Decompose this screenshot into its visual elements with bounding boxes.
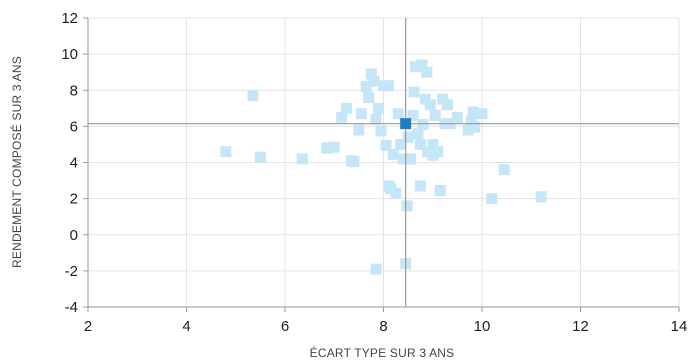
data-point-26: [390, 187, 402, 199]
data-point-62: [498, 164, 510, 176]
y-tick-label-7: 10: [61, 46, 78, 63]
data-point-13: [363, 91, 375, 103]
data-point-11: [355, 108, 367, 120]
data-point-60: [476, 108, 488, 120]
x-axis-label: ÉCART TYPE SUR 3 ANS: [310, 345, 455, 360]
y-tick-label-5: 6: [70, 118, 78, 135]
data-point-27: [392, 108, 404, 120]
data-point-43: [421, 66, 433, 78]
y-tick-label-4: 4: [70, 155, 78, 172]
data-point-4: [321, 142, 333, 154]
data-point-37: [412, 128, 424, 140]
data-point-18: [375, 125, 387, 137]
data-point-49: [432, 146, 444, 158]
data-point-0: [220, 146, 232, 158]
data-point-5: [328, 141, 340, 153]
data-point-33: [405, 153, 417, 165]
data-point-3: [296, 153, 308, 165]
data-point-31: [401, 200, 413, 212]
data-point-38: [414, 138, 426, 150]
data-point-36: [410, 61, 422, 73]
data-point-46: [427, 138, 439, 150]
data-point-34: [407, 110, 419, 122]
y-tick-label-1: -2: [65, 263, 78, 280]
data-point-39: [414, 180, 426, 192]
data-point-1: [247, 90, 259, 102]
data-point-25: [387, 148, 399, 160]
reference-lines: [88, 18, 679, 307]
y-tick-label-8: 12: [61, 10, 78, 27]
x-tick-label-2: 6: [281, 318, 289, 335]
x-tick-label-3: 8: [379, 318, 387, 335]
data-point-32: [402, 131, 414, 143]
data-point-57: [465, 115, 477, 127]
y-axis-label: RENDEMENT COMPOSÉ SUR 3 ANS: [9, 56, 24, 268]
x-tick-label-4: 10: [474, 318, 491, 335]
data-point-6: [336, 111, 348, 123]
data-point-48: [429, 110, 441, 122]
data-point-17: [373, 102, 385, 114]
y-tick-label-2: 0: [70, 227, 78, 244]
highlight-layer: [400, 118, 412, 130]
y-tick-labels: -4 -2 0 2 4 6 8 10 12: [61, 10, 78, 316]
data-point-35: [408, 86, 420, 98]
data-point-61: [486, 193, 498, 205]
data-point-22: [382, 80, 394, 92]
data-point-28: [395, 138, 407, 150]
x-tick-labels: 2 4 6 8 10 12 14: [84, 318, 688, 335]
data-point-29: [397, 153, 409, 165]
data-point-59: [469, 121, 481, 133]
y-tick-label-3: 2: [70, 191, 78, 208]
x-tick-label-1: 4: [182, 318, 190, 335]
data-point-21: [380, 139, 392, 151]
data-point-10: [353, 124, 365, 136]
data-point-63: [535, 191, 547, 203]
data-point-19: [370, 263, 382, 275]
highlight-point: [400, 118, 412, 130]
x-tick-label-6: 14: [671, 318, 688, 335]
grid-lines: [88, 17, 680, 307]
data-point-50: [434, 184, 446, 196]
x-tick-label-5: 12: [572, 318, 589, 335]
data-point-45: [424, 99, 436, 111]
x-tick-label-0: 2: [84, 318, 92, 335]
data-point-16: [370, 113, 382, 125]
data-point-40: [416, 59, 428, 71]
data-point-56: [462, 124, 474, 136]
data-point-41: [417, 119, 429, 131]
data-point-15: [368, 75, 380, 87]
axes: [83, 17, 680, 312]
data-point-58: [467, 106, 479, 118]
y-tick-label-6: 8: [70, 82, 78, 99]
data-point-14: [365, 68, 377, 80]
data-point-9: [348, 156, 360, 168]
y-tick-label-0: -4: [65, 299, 78, 316]
data-point-2: [254, 151, 266, 163]
data-point-12: [360, 81, 372, 93]
data-point-55: [451, 111, 463, 123]
data-point-7: [341, 102, 353, 114]
data-point-53: [442, 99, 454, 111]
